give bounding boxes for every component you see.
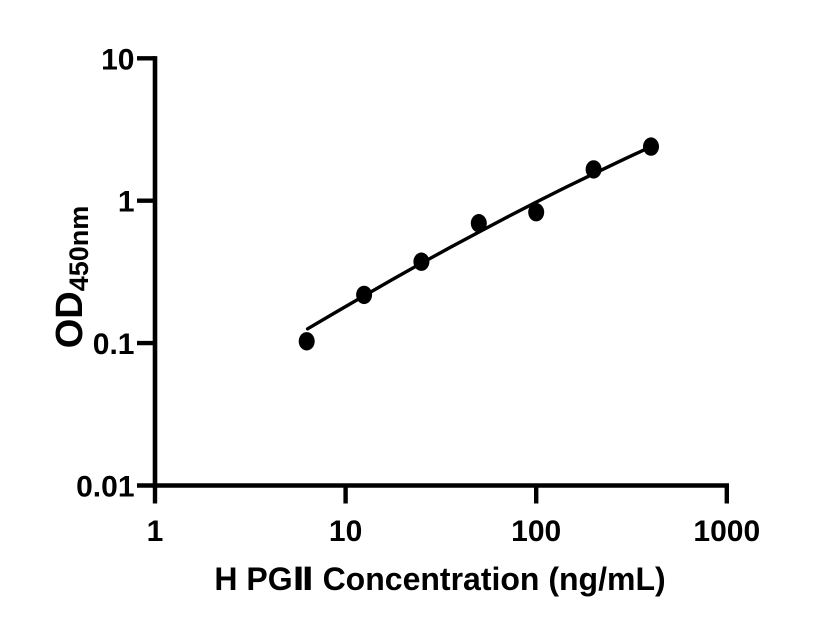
y-axis-title-subscript: 450nm [64, 206, 94, 292]
points-group [298, 137, 659, 351]
data-point [585, 160, 602, 179]
y-tick-label: 10 [101, 43, 134, 76]
x-tick-label: 100 [511, 515, 561, 548]
tick-labels-group: 10 1 0.1 0.01 1 10 100 1000 [76, 43, 760, 548]
data-point [298, 332, 315, 351]
y-axis-title: OD450nm [49, 206, 94, 349]
data-point [356, 285, 373, 305]
data-point [413, 252, 430, 271]
x-tick-label: 1000 [693, 515, 760, 548]
x-axis-title: H PGⅡ Concentration (ng/mL) [214, 561, 665, 597]
y-tick-label: 0.01 [76, 471, 134, 504]
x-tick-label: 10 [329, 515, 362, 548]
data-point [528, 203, 545, 222]
y-tick-label: 0.1 [93, 328, 135, 361]
data-point [643, 137, 659, 156]
ticks-group [137, 56, 729, 504]
data-point [470, 214, 487, 233]
y-tick-label: 1 [118, 186, 135, 219]
axes-group [152, 56, 729, 488]
x-tick-label: 1 [147, 515, 164, 548]
y-axis-title-main: OD [49, 291, 91, 348]
